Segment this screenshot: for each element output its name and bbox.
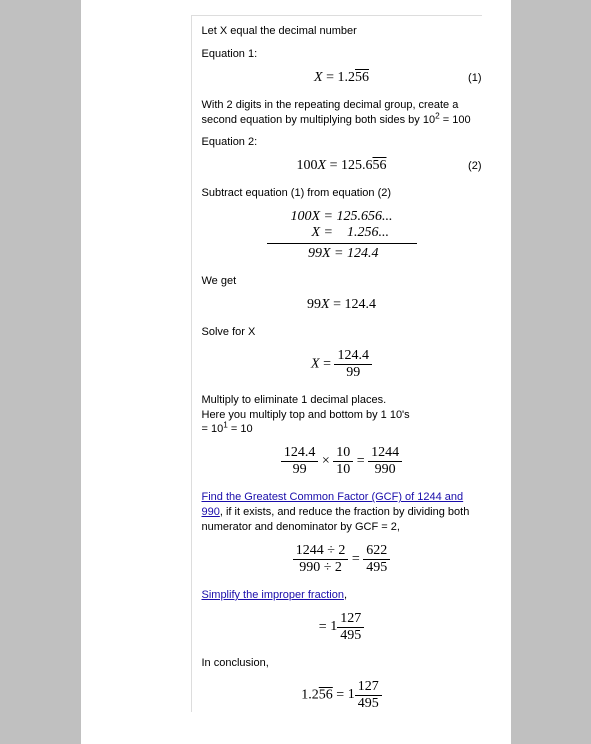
- equation-final: 1.256 = 1 127 495: [202, 679, 482, 712]
- gcf-f2-num: 622: [363, 543, 390, 560]
- simplify-paragraph: Simplify the improper fraction,: [202, 588, 482, 603]
- final-whole: 1: [348, 687, 355, 703]
- mult-f2-den: 10: [333, 462, 353, 478]
- final-den: 495: [355, 696, 382, 712]
- eq1-repeat: 56: [355, 70, 369, 85]
- step2-main: With 2 digits in the repeating decimal g…: [202, 99, 459, 126]
- equation-2-label: Equation 2:: [202, 135, 482, 150]
- mixed-frac: 127 495: [337, 611, 364, 644]
- mixed-num: 127: [337, 611, 364, 628]
- equation-mixed: = 1 127 495: [202, 611, 482, 644]
- final-num: 127: [355, 679, 382, 696]
- multiply-l1: Multiply to eliminate 1 decimal places.: [202, 394, 387, 406]
- gcf-f2: 622 495: [363, 543, 390, 576]
- simplify-after: ,: [344, 589, 347, 601]
- eq2-prefix: 125.6: [341, 158, 373, 173]
- eq1-number: (1): [468, 72, 481, 84]
- eq2-repeat: 56: [372, 158, 386, 173]
- gcf-paragraph: Find the Greatest Common Factor (GCF) of…: [202, 490, 482, 535]
- step2-text: With 2 digits in the repeating decimal g…: [202, 98, 482, 128]
- equation-multiply: 124.4 99 × 10 10 = 1244 990: [202, 445, 482, 478]
- eq2-lhs-x: X: [318, 158, 327, 173]
- mult-f3: 1244 990: [368, 445, 402, 478]
- we-get: We get: [202, 274, 482, 289]
- mult-f2-num: 10: [333, 445, 353, 462]
- subtract-intro: Subtract equation (1) from equation (2): [202, 186, 482, 201]
- mult-eq: =: [357, 454, 368, 469]
- mixed-eq: =: [319, 619, 330, 634]
- document-page: Let X equal the decimal number Equation …: [81, 0, 511, 744]
- mult-f2: 10 10: [333, 445, 353, 478]
- gcf-after: , if it exists, and reduce the fraction …: [202, 506, 470, 533]
- eq-solve-den: 99: [334, 365, 372, 381]
- multiply-l3-prefix: = 10: [202, 423, 224, 435]
- mult-f3-den: 990: [368, 462, 402, 478]
- eq-solve-lhs-x: X: [311, 356, 320, 371]
- mult-f1: 124.4 99: [281, 445, 319, 478]
- sub-row-2: X = 1.256...: [267, 225, 417, 244]
- simplify-link[interactable]: Simplify the improper fraction: [202, 589, 344, 601]
- final-prefix: 1.2: [301, 687, 319, 702]
- equation-gcf: 1244 ÷ 2 990 ÷ 2 = 622 495: [202, 543, 482, 576]
- final-repeat: 56: [319, 687, 333, 702]
- equation-1: X = 1.256 (1): [202, 70, 482, 86]
- eq-solve-num: 124.4: [334, 348, 372, 365]
- eq1-lhs: X: [314, 70, 323, 85]
- intro-let-x: Let X equal the decimal number: [202, 24, 482, 39]
- mult-times: ×: [322, 454, 333, 469]
- solve-for-x: Solve for X: [202, 325, 482, 340]
- eq2-lhs-num: 100: [297, 158, 318, 173]
- eq-solve-frac: 124.4 99: [334, 348, 372, 381]
- step2-after: = 100: [440, 114, 471, 126]
- gcf-eq: =: [352, 552, 363, 567]
- mult-f1-den: 99: [281, 462, 319, 478]
- conclusion-text: In conclusion,: [202, 656, 482, 671]
- gcf-f1-den: 990 ÷ 2: [293, 560, 349, 576]
- subtraction-block: 100X = 125.656... X = 1.256... 99X = 124…: [267, 209, 417, 262]
- eq1-prefix: 1.2: [337, 70, 355, 85]
- mixed-whole: 1: [330, 619, 337, 635]
- final-eq: =: [333, 687, 348, 702]
- gcf-f2-den: 495: [363, 560, 390, 576]
- eq1-equals: =: [323, 70, 338, 85]
- multiply-l3-suffix: = 10: [228, 423, 253, 435]
- content-column: Let X equal the decimal number Equation …: [191, 15, 482, 712]
- eq2-equals: =: [326, 158, 341, 173]
- equation-1-label: Equation 1:: [202, 47, 482, 62]
- equation-solve: X = 124.4 99: [202, 348, 482, 381]
- equation-2: 100X = 125.656 (2): [202, 158, 482, 174]
- multiply-l2: Here you multiply top and bottom by 1 10…: [202, 409, 410, 421]
- equation-99x: 99X = 124.4: [202, 297, 482, 313]
- gcf-f1: 1244 ÷ 2 990 ÷ 2: [293, 543, 349, 576]
- mixed-den: 495: [337, 628, 364, 644]
- multiply-text: Multiply to eliminate 1 decimal places. …: [202, 393, 482, 438]
- gcf-f1-num: 1244 ÷ 2: [293, 543, 349, 560]
- sub-row-1: 100X = 125.656...: [267, 209, 417, 225]
- sub-row-3: 99X = 124.4: [267, 246, 417, 262]
- mult-f3-num: 1244: [368, 445, 402, 462]
- eq2-number: (2): [468, 160, 481, 172]
- final-frac: 127 495: [355, 679, 382, 712]
- mult-f1-num: 124.4: [281, 445, 319, 462]
